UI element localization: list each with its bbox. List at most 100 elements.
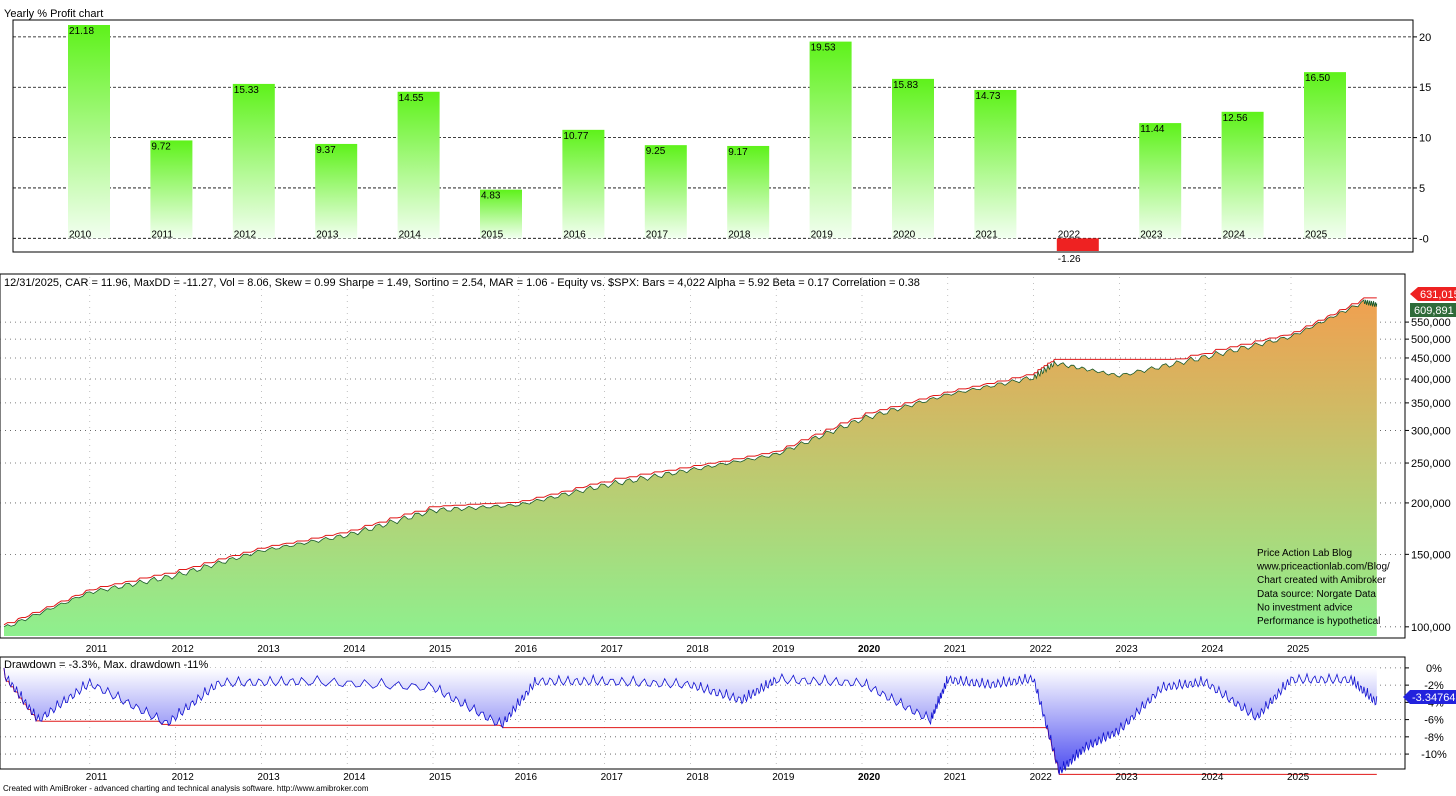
yearly-xtick-label: 2024 bbox=[1223, 229, 1246, 240]
yearly-bar bbox=[974, 89, 1017, 239]
yearly-bar-negative bbox=[1056, 238, 1099, 251]
yearly-bar-label: 9.17 bbox=[728, 147, 748, 158]
drawdown-xtick-label: 2021 bbox=[944, 772, 967, 783]
yearly-ytick-label: 20 bbox=[1419, 32, 1431, 44]
drawdown-area bbox=[4, 667, 1377, 775]
yearly-bar bbox=[315, 143, 358, 239]
drawdown-pane: 0%-2%-4%-6%-8%-10% 201120122013201420152… bbox=[0, 656, 1456, 783]
yearly-bar-label: 14.55 bbox=[399, 93, 424, 104]
yearly-xtick-label: 2020 bbox=[893, 229, 916, 240]
equity-high-badge-label: 631,015 bbox=[1420, 289, 1456, 301]
equity-xtick-label: 2021 bbox=[944, 644, 967, 655]
yearly-bar-label: 9.72 bbox=[151, 141, 171, 152]
equity-chart-header: 12/31/2025, CAR = 11.96, MaxDD = -11.27,… bbox=[4, 277, 920, 289]
max-drawdown-line bbox=[3, 667, 1377, 775]
yearly-bar bbox=[480, 189, 522, 239]
equity-xtick-label: 2023 bbox=[1115, 644, 1138, 655]
drawdown-xtick-label: 2016 bbox=[515, 772, 538, 783]
drawdown-line bbox=[3, 667, 1378, 775]
yearly-xtick-label: 2011 bbox=[151, 229, 173, 240]
yearly-bar-label: 21.18 bbox=[69, 26, 94, 37]
yearly-bar-label: 14.73 bbox=[975, 91, 1000, 102]
equity-xtick-label: 2016 bbox=[515, 644, 538, 655]
equity-xtick-label: 2013 bbox=[257, 644, 280, 655]
drawdown-ytick-label: -10% bbox=[1421, 749, 1447, 761]
drawdown-xtick-label: 2018 bbox=[686, 772, 709, 783]
yearly-bar-label: 9.37 bbox=[316, 145, 336, 156]
drawdown-ytick-label: -6% bbox=[1424, 715, 1444, 727]
yearly-bar-label: -1.26 bbox=[1058, 254, 1081, 265]
equity-last-badge-label: 609,891 bbox=[1414, 305, 1454, 317]
equity-ytick-label: 150,000 bbox=[1411, 549, 1451, 561]
equity-note-line: Chart created with Amibroker bbox=[1257, 575, 1387, 586]
yearly-bar bbox=[1221, 111, 1264, 239]
equity-note-line: Performance is hypothetical bbox=[1257, 616, 1380, 627]
yearly-chart-title: Yearly % Profit chart bbox=[4, 8, 103, 20]
equity-note-line: Price Action Lab Blog bbox=[1257, 548, 1352, 559]
yearly-bar bbox=[397, 91, 440, 239]
equity-xtick-label: 2022 bbox=[1030, 644, 1053, 655]
yearly-xtick-label: 2013 bbox=[316, 229, 339, 240]
yearly-bar bbox=[150, 140, 193, 239]
equity-xtick-label: 2012 bbox=[172, 644, 195, 655]
yearly-xtick-label: 2019 bbox=[811, 229, 834, 240]
yearly-bar-label: 15.83 bbox=[893, 80, 918, 91]
yearly-ytick-label: 5 bbox=[1419, 183, 1425, 195]
yearly-bar bbox=[809, 41, 852, 239]
drawdown-last-badge: -3.34764 bbox=[1403, 690, 1456, 704]
equity-notes: Price Action Lab Blog www.priceactionlab.… bbox=[1256, 548, 1390, 627]
equity-xtick-label: 2017 bbox=[601, 644, 624, 655]
drawdown-xtick-label: 2024 bbox=[1201, 772, 1224, 783]
yearly-bar-label: 12.56 bbox=[1223, 113, 1248, 124]
yearly-bar bbox=[1304, 72, 1346, 239]
equity-ytick-label: 250,000 bbox=[1411, 458, 1451, 470]
yearly-bar bbox=[727, 145, 770, 239]
equity-ytick-label: 450,000 bbox=[1411, 353, 1451, 365]
drawdown-chart-header: Drawdown = -3.3%, Max. drawdown -11% bbox=[4, 659, 209, 671]
yearly-xtick-label: 2014 bbox=[399, 229, 422, 240]
yearly-xtick-label: 2025 bbox=[1305, 229, 1328, 240]
drawdown-xtick-label: 2013 bbox=[257, 772, 280, 783]
yearly-xtick-label: 2015 bbox=[481, 229, 504, 240]
yearly-bar-label: 15.33 bbox=[234, 85, 259, 96]
yearly-xtick-label: 2023 bbox=[1140, 229, 1163, 240]
footer-credit: Created with AmiBroker - advanced charti… bbox=[3, 784, 369, 793]
drawdown-xtick-label: 2011 bbox=[86, 772, 108, 783]
equity-high-line bbox=[3, 297, 1377, 626]
yearly-bar bbox=[68, 25, 110, 239]
equity-xtick-label: 2019 bbox=[772, 644, 795, 655]
yearly-xtick-label: 2010 bbox=[69, 229, 92, 240]
equity-ytick-label: 100,000 bbox=[1411, 622, 1451, 634]
drawdown-xtick-label: 2023 bbox=[1115, 772, 1138, 783]
yearly-xtick-label: 2017 bbox=[646, 229, 669, 240]
equity-ytick-label: 500,000 bbox=[1411, 334, 1451, 346]
equity-high-badge: 631,015 bbox=[1410, 287, 1456, 301]
yearly-bar-label: 11.44 bbox=[1140, 124, 1165, 135]
yearly-profit-pane: Yearly % Profit chart 21.18 9.72 15.33 9.37… bbox=[4, 8, 1431, 265]
drawdown-ytick-label: 0% bbox=[1426, 663, 1442, 675]
drawdown-xtick-label: 2025 bbox=[1287, 772, 1310, 783]
drawdown-xtick-label: 2014 bbox=[343, 772, 366, 783]
equity-ytick-label: 550,000 bbox=[1411, 317, 1451, 329]
drawdown-last-badge-label: -3.34764 bbox=[1412, 692, 1455, 704]
yearly-xtick-label: 2022 bbox=[1058, 229, 1081, 240]
yearly-bar bbox=[1139, 123, 1182, 239]
drawdown-xtick-label: 2012 bbox=[172, 772, 195, 783]
equity-area bbox=[4, 299, 1377, 636]
yearly-bar-label: 10.77 bbox=[563, 131, 588, 142]
equity-xtick-label: 2014 bbox=[343, 644, 366, 655]
equity-ytick-label: 400,000 bbox=[1411, 374, 1451, 386]
yearly-ytick-label: 15 bbox=[1419, 82, 1431, 94]
equity-pane: 100,000 150,000 200,000 250,000 300,000 350,0… bbox=[0, 273, 1456, 655]
equity-xtick-label: 2015 bbox=[429, 644, 452, 655]
equity-line bbox=[3, 299, 1378, 628]
yearly-plot-frame bbox=[12, 19, 1414, 253]
equity-xtick-label: 2011 bbox=[86, 644, 108, 655]
yearly-bar bbox=[892, 78, 934, 239]
equity-ytick-label: 300,000 bbox=[1411, 425, 1451, 437]
drawdown-ytick-label: -2% bbox=[1424, 680, 1444, 692]
yearly-xtick-label: 2021 bbox=[975, 229, 998, 240]
drawdown-xtick-label: 2019 bbox=[772, 772, 795, 783]
equity-note-line: No investment advice bbox=[1257, 602, 1353, 613]
